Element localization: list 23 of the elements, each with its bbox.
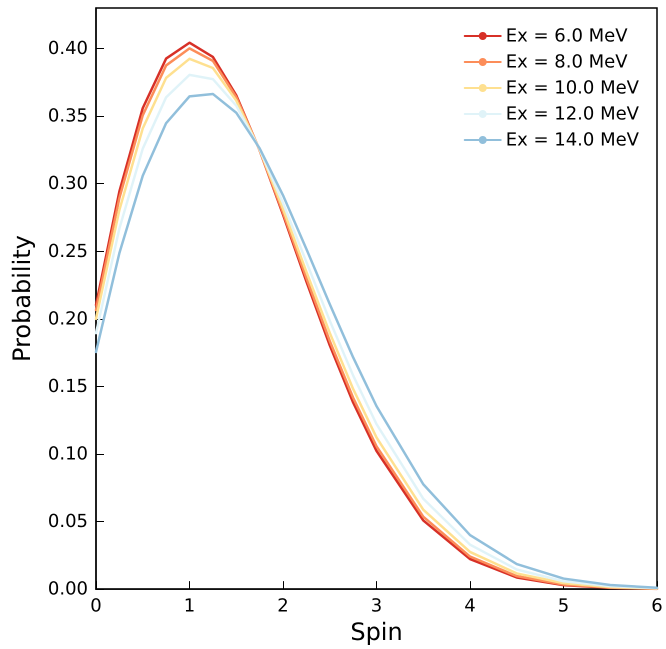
x-tick-label: 4 (464, 596, 476, 617)
y-tick-label: 0.05 (48, 511, 88, 532)
x-axis-title: Spin (350, 618, 403, 646)
y-tick-label: 0.15 (48, 376, 88, 397)
legend-label: Ex = 14.0 MeV (506, 130, 640, 150)
x-tick-label: 0 (90, 596, 102, 617)
legend-label: Ex = 10.0 MeV (506, 78, 640, 98)
x-tick-label: 1 (184, 596, 196, 617)
y-tick-label: 0.10 (48, 443, 88, 464)
y-tick-label: 0.20 (48, 308, 88, 330)
y-tick-label: 0.40 (48, 38, 88, 60)
y-tick-label: 0.00 (48, 578, 88, 600)
y-tick-label: 0.25 (48, 240, 88, 262)
x-tick-label: 5 (558, 596, 570, 617)
x-tick-label: 3 (370, 596, 382, 617)
y-tick-label: 0.35 (48, 106, 88, 127)
legend-label: Ex = 8.0 MeV (506, 52, 628, 72)
legend-label: Ex = 12.0 MeV (506, 104, 640, 124)
y-axis-title: Probability (8, 235, 36, 362)
y-tick-label: 0.30 (48, 173, 88, 194)
x-tick-label: 2 (277, 596, 289, 617)
legend-label: Ex = 6.0 MeV (506, 26, 628, 46)
x-tick-label: 6 (651, 596, 663, 617)
